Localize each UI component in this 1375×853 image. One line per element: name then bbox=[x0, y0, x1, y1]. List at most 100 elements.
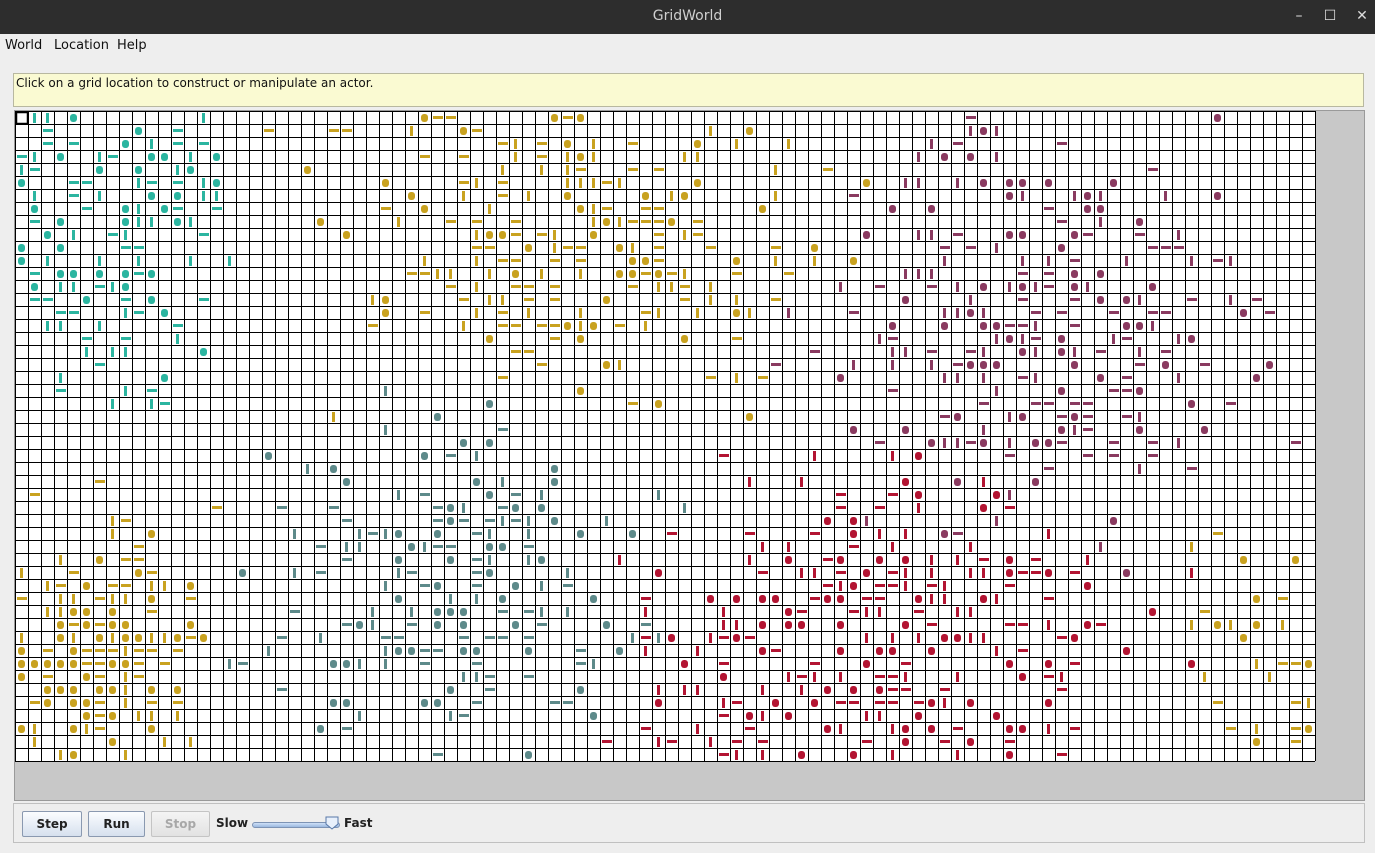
actor[interactable] bbox=[111, 282, 114, 292]
actor[interactable] bbox=[748, 477, 751, 487]
actor[interactable] bbox=[1149, 608, 1156, 616]
actor[interactable] bbox=[1138, 412, 1141, 422]
actor[interactable] bbox=[852, 360, 855, 370]
actor[interactable] bbox=[1109, 441, 1119, 444]
actor[interactable] bbox=[446, 285, 456, 288]
actor[interactable] bbox=[732, 272, 742, 275]
actor[interactable] bbox=[876, 556, 883, 564]
actor[interactable] bbox=[43, 675, 53, 678]
actor[interactable] bbox=[134, 272, 144, 275]
actor[interactable] bbox=[1177, 373, 1180, 383]
actor[interactable] bbox=[108, 155, 118, 158]
actor[interactable] bbox=[888, 675, 898, 678]
actor[interactable] bbox=[382, 309, 389, 317]
actor[interactable] bbox=[395, 556, 402, 564]
actor[interactable] bbox=[395, 530, 402, 538]
actor[interactable] bbox=[670, 191, 673, 201]
actor[interactable] bbox=[56, 311, 66, 314]
actor[interactable] bbox=[930, 594, 933, 604]
actor[interactable] bbox=[1070, 662, 1080, 665]
actor[interactable] bbox=[109, 686, 116, 694]
actor[interactable] bbox=[654, 207, 664, 210]
actor[interactable] bbox=[943, 373, 946, 383]
actor[interactable] bbox=[654, 168, 664, 171]
actor[interactable] bbox=[72, 230, 75, 240]
actor[interactable] bbox=[189, 217, 192, 227]
actor[interactable] bbox=[1034, 282, 1037, 292]
actor[interactable] bbox=[603, 621, 610, 629]
actor[interactable] bbox=[1006, 179, 1013, 187]
actor[interactable] bbox=[368, 324, 378, 327]
actor[interactable] bbox=[215, 191, 218, 201]
actor[interactable] bbox=[1229, 295, 1232, 305]
actor[interactable] bbox=[265, 452, 272, 460]
actor[interactable] bbox=[696, 646, 699, 656]
actor[interactable] bbox=[628, 220, 638, 223]
actor[interactable] bbox=[1253, 374, 1260, 382]
actor[interactable] bbox=[850, 530, 857, 538]
actor[interactable] bbox=[1096, 623, 1106, 626]
actor[interactable] bbox=[953, 363, 963, 366]
actor[interactable] bbox=[1096, 350, 1106, 353]
actor[interactable] bbox=[813, 256, 816, 266]
actor[interactable] bbox=[121, 337, 131, 340]
actor[interactable] bbox=[644, 607, 647, 617]
actor[interactable] bbox=[941, 153, 948, 161]
actor[interactable] bbox=[681, 660, 688, 668]
actor[interactable] bbox=[43, 129, 53, 132]
actor[interactable] bbox=[397, 217, 400, 227]
actor[interactable] bbox=[59, 555, 62, 565]
actor[interactable] bbox=[941, 530, 948, 538]
actor[interactable] bbox=[980, 361, 987, 369]
actor[interactable] bbox=[447, 504, 454, 512]
actor[interactable] bbox=[592, 178, 595, 188]
actor[interactable] bbox=[930, 360, 933, 370]
actor[interactable] bbox=[160, 662, 170, 665]
actor[interactable] bbox=[785, 608, 792, 616]
actor[interactable] bbox=[59, 373, 62, 383]
actor[interactable] bbox=[161, 153, 168, 161]
actor[interactable] bbox=[774, 256, 777, 266]
actor[interactable] bbox=[95, 623, 105, 626]
actor[interactable] bbox=[525, 647, 532, 655]
actor[interactable] bbox=[59, 750, 62, 760]
actor[interactable] bbox=[1070, 402, 1080, 405]
actor[interactable] bbox=[121, 298, 131, 301]
actor[interactable] bbox=[316, 571, 326, 574]
actor[interactable] bbox=[904, 529, 907, 539]
actor[interactable] bbox=[147, 181, 157, 184]
actor[interactable] bbox=[1162, 361, 1169, 369]
actor[interactable] bbox=[995, 152, 998, 162]
actor[interactable] bbox=[1265, 311, 1275, 314]
actor[interactable] bbox=[475, 594, 478, 604]
actor[interactable] bbox=[498, 181, 508, 184]
actor[interactable] bbox=[475, 308, 478, 318]
actor[interactable] bbox=[837, 374, 844, 382]
actor[interactable] bbox=[1190, 542, 1193, 552]
actor[interactable] bbox=[213, 179, 220, 187]
actor[interactable] bbox=[553, 243, 556, 253]
actor[interactable] bbox=[96, 166, 103, 174]
actor[interactable] bbox=[735, 620, 738, 630]
actor[interactable] bbox=[498, 259, 508, 262]
actor[interactable] bbox=[628, 402, 638, 405]
actor[interactable] bbox=[1252, 298, 1262, 301]
actor[interactable] bbox=[524, 285, 534, 288]
actor[interactable] bbox=[59, 607, 62, 617]
actor[interactable] bbox=[1112, 334, 1115, 344]
actor[interactable] bbox=[670, 282, 673, 292]
actor[interactable] bbox=[759, 621, 766, 629]
actor[interactable] bbox=[1008, 438, 1011, 448]
actor[interactable] bbox=[343, 231, 350, 239]
actor[interactable] bbox=[31, 283, 38, 291]
actor[interactable] bbox=[1291, 441, 1301, 444]
actor[interactable] bbox=[1138, 464, 1141, 474]
actor[interactable] bbox=[147, 649, 157, 652]
actor[interactable] bbox=[124, 672, 127, 682]
actor[interactable] bbox=[577, 686, 584, 694]
actor[interactable] bbox=[511, 233, 521, 236]
actor[interactable] bbox=[1190, 256, 1193, 266]
actor[interactable] bbox=[407, 272, 417, 275]
actor[interactable] bbox=[173, 649, 183, 652]
actor[interactable] bbox=[319, 633, 322, 643]
